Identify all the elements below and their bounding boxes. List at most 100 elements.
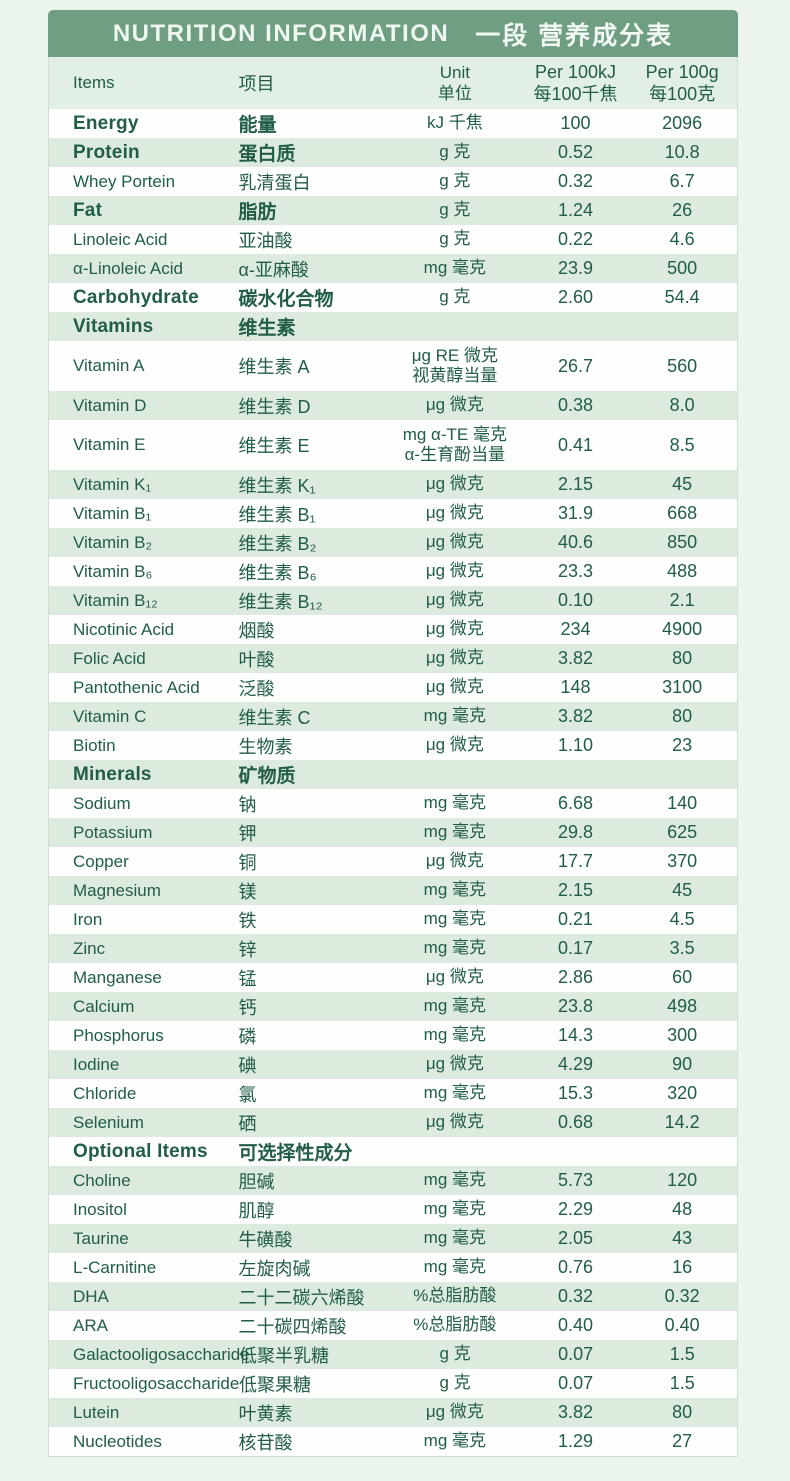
per-100g-cell: 3100 <box>662 677 703 697</box>
per-100g-cell: 4.5 <box>669 909 695 929</box>
per-100g-cell: 1.5 <box>669 1344 695 1364</box>
per-100g-cell: 0.32 <box>664 1286 700 1306</box>
item-name-en: ARA <box>73 1315 108 1335</box>
item-name-en: Copper <box>73 851 129 871</box>
col-header-items-zh: 项目 <box>238 74 275 94</box>
item-name-en: α-Linoleic Acid <box>73 258 183 278</box>
per-100kj-cell: 0.41 <box>557 434 593 455</box>
table-row: Choline 胆碱 mg 毫克 5.73 120 <box>49 1166 737 1195</box>
per-100kj-cell: 1.24 <box>557 200 593 220</box>
unit-cell: μg 微克 <box>425 532 484 552</box>
table-row: Biotin 生物素 μg 微克 1.10 23 <box>49 731 737 760</box>
item-name-zh: 左旋肉碱 <box>238 1258 311 1279</box>
table-row: Whey Portein 乳清蛋白 g 克 0.32 6.7 <box>49 167 737 196</box>
per-100kj-cell: 1.29 <box>557 1431 593 1451</box>
table-row: Magnesium 镁 mg 毫克 2.15 45 <box>49 876 737 905</box>
item-name-zh: 叶酸 <box>238 649 275 670</box>
per-100g-cell: 3.5 <box>669 938 695 958</box>
item-name-en: Zinc <box>73 938 106 958</box>
per-100g-cell: 23 <box>672 735 693 755</box>
per-100kj-cell: 100 <box>560 113 591 133</box>
unit-cell: mg 毫克 <box>423 1257 487 1277</box>
per-100g-cell: 625 <box>667 822 698 842</box>
item-name-zh: 硒 <box>238 1113 257 1134</box>
table-row: Sodium 钠 mg 毫克 6.68 140 <box>49 789 737 818</box>
table-row: L-Carnitine 左旋肉碱 mg 毫克 0.76 16 <box>49 1253 737 1282</box>
per-100kj-cell: 0.10 <box>557 590 593 610</box>
per-100g-cell: 1.5 <box>669 1373 695 1393</box>
item-name-en: Vitamins <box>73 315 154 337</box>
per-100kj-cell: 0.21 <box>557 909 593 929</box>
table-row: DHA 二十二碳六烯酸 %总脂肪酸 0.32 0.32 <box>49 1282 737 1311</box>
per-100g-cell: 0.40 <box>664 1315 700 1335</box>
unit-cell: μg 微克 <box>425 967 484 987</box>
item-name-zh: 能量 <box>238 115 277 136</box>
per-100g-cell: 48 <box>672 1199 693 1219</box>
per-100g-cell: 54.4 <box>664 287 700 307</box>
unit-cell: mg 毫克 <box>423 258 487 278</box>
item-name-en: Folic Acid <box>73 648 146 668</box>
table-row: Vitamin K₁ 维生素 K₁ μg 微克 2.15 45 <box>49 470 737 499</box>
per-100kj-cell: 2.86 <box>557 967 593 987</box>
unit-cell: μg 微克 <box>425 395 484 415</box>
item-name-zh: 维生素 B₁₂ <box>238 591 323 612</box>
table-row: Fat 脂肪 g 克 1.24 26 <box>49 196 737 225</box>
item-name-zh: 蛋白质 <box>238 144 296 165</box>
per-100kj-cell: 2.29 <box>557 1199 593 1219</box>
table-row: Linoleic Acid 亚油酸 g 克 0.22 4.6 <box>49 225 737 254</box>
unit-cell: mg 毫克 <box>423 1199 487 1219</box>
unit-cell: μg 微克 <box>425 1112 484 1132</box>
table-row: Chloride 氯 mg 毫克 15.3 320 <box>49 1079 737 1108</box>
per-100kj-cell: 0.76 <box>557 1257 593 1277</box>
item-name-zh: 维生素 B₁ <box>238 504 316 525</box>
item-name-zh: 维生素 B₂ <box>238 533 317 554</box>
item-name-zh: 牛磺酸 <box>238 1229 293 1250</box>
per-100g-cell: 26 <box>672 200 693 220</box>
item-name-en: Protein <box>73 141 140 163</box>
item-name-en: Potassium <box>73 822 153 842</box>
per-100g-cell: 2096 <box>662 113 703 133</box>
per-100kj-cell: 2.15 <box>557 474 593 494</box>
unit-cell: mg 毫克 <box>423 1228 487 1248</box>
per-100g-cell: 300 <box>667 1025 698 1045</box>
item-name-en: Vitamin E <box>73 435 146 454</box>
table-row: Iron 铁 mg 毫克 0.21 4.5 <box>49 905 737 934</box>
item-name-zh: 核苷酸 <box>238 1432 293 1453</box>
table-row: Vitamin B₆ 维生素 B₆ μg 微克 23.3 488 <box>49 557 737 586</box>
table-row: Vitamin D 维生素 D μg 微克 0.38 8.0 <box>49 391 737 420</box>
unit-cell: %总脂肪酸 <box>413 1286 497 1306</box>
unit-cell: μg 微克 <box>425 619 484 639</box>
table-row: Carbohydrate 碳水化合物 g 克 2.60 54.4 <box>49 283 737 312</box>
per-100kj-cell: 31.9 <box>557 503 593 523</box>
col-header-unit: Unit 单位 <box>437 62 472 103</box>
item-name-zh: 铁 <box>238 910 257 931</box>
item-name-en: Vitamin A <box>73 356 145 375</box>
table-body-container: Items 项目 Unit 单位 Per 100kJ 每100千焦 Per 10… <box>48 57 738 1457</box>
item-name-en: Calcium <box>73 996 135 1016</box>
col-header-per-100g: Per 100g 每100克 <box>645 61 719 105</box>
item-name-zh: 可选择性成分 <box>238 1143 353 1164</box>
item-name-en: Iron <box>73 909 103 929</box>
unit-cell: mg 毫克 <box>423 996 487 1016</box>
item-name-en: Taurine <box>73 1228 129 1248</box>
per-100g-cell: 60 <box>672 967 693 987</box>
item-name-zh: 胆碱 <box>238 1171 275 1192</box>
per-100kj-cell: 5.73 <box>557 1170 593 1190</box>
per-100kj-cell: 3.82 <box>557 648 593 668</box>
item-name-zh: 钠 <box>238 794 257 815</box>
item-name-zh: 肌醇 <box>238 1200 275 1221</box>
item-name-en: Carbohydrate <box>73 286 199 308</box>
per-100kj-cell: 14.3 <box>557 1025 593 1045</box>
unit-cell: mg 毫克 <box>423 1170 487 1190</box>
unit-cell: mg α-TE 毫克 α-生育酚当量 <box>402 424 507 464</box>
table-row: Galactooligosaccharide 低聚半乳糖 g 克 0.07 1.5 <box>49 1340 737 1369</box>
per-100kj-cell: 0.22 <box>557 229 593 249</box>
item-name-zh: 叶黄素 <box>238 1403 293 1424</box>
item-name-en: Fat <box>73 199 103 221</box>
unit-cell: g 克 <box>439 171 471 191</box>
item-name-zh: 烟酸 <box>238 620 275 641</box>
item-name-zh: 铜 <box>238 852 257 873</box>
table-row: Folic Acid 叶酸 μg 微克 3.82 80 <box>49 644 737 673</box>
item-name-zh: 维生素 A <box>238 357 310 377</box>
